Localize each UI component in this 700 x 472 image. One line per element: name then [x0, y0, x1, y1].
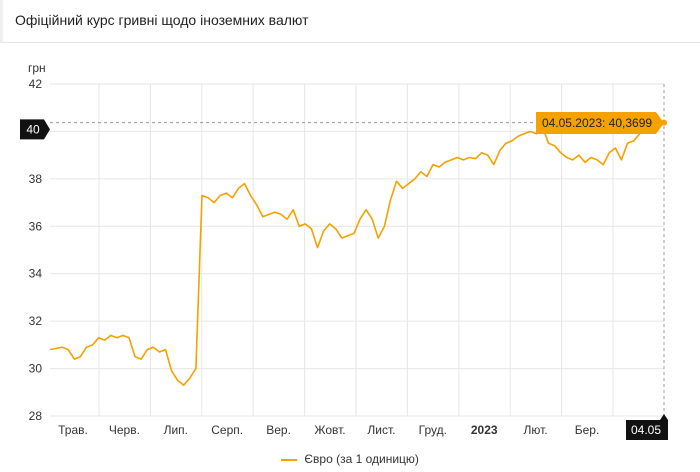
- y-marker-box: [20, 119, 50, 140]
- x-tick-label: Лют.: [524, 423, 548, 437]
- x-tick-label: Груд.: [419, 423, 447, 437]
- x-tick-label: Трав.: [58, 423, 88, 437]
- y-tick-label: 32: [29, 314, 43, 328]
- y-tick-label: 28: [29, 409, 43, 423]
- y-marker-label: 40: [26, 122, 40, 136]
- x-tick-label: Лип.: [164, 423, 188, 437]
- y-tick-label: 30: [29, 362, 43, 376]
- legend-label: Євро (за 1 одиницю): [304, 452, 419, 466]
- x-tick-label: 2023: [471, 423, 498, 437]
- x-marker-box: [626, 414, 668, 440]
- y-axis-label: грн: [28, 61, 46, 75]
- y-tick-label: 36: [29, 219, 43, 233]
- x-tick-label: Серп.: [211, 423, 243, 437]
- x-tick-label: Бер.: [575, 423, 600, 437]
- chart-header: Офіційний курс гривні щодо іноземних вал…: [0, 0, 700, 43]
- series-line-euro: [49, 121, 665, 386]
- x-tick-label: Черв.: [109, 423, 140, 437]
- tooltip-box: [536, 112, 664, 134]
- legend-swatch: [281, 458, 298, 461]
- y-tick-label: 34: [29, 267, 43, 281]
- tooltip-text: 04.05.2023: 40,3699: [542, 116, 652, 130]
- x-tick-label: Вер.: [266, 423, 291, 437]
- x-tick-label: Жовт.: [314, 423, 345, 437]
- x-tick-label: Лист.: [367, 423, 395, 437]
- y-tick-label: 38: [29, 172, 43, 186]
- legend[interactable]: Євро (за 1 одиницю): [0, 452, 700, 466]
- x-marker-label: 04.05: [631, 423, 661, 437]
- y-tick-label: 42: [29, 77, 43, 91]
- page-title: Офіційний курс гривні щодо іноземних вал…: [15, 12, 309, 28]
